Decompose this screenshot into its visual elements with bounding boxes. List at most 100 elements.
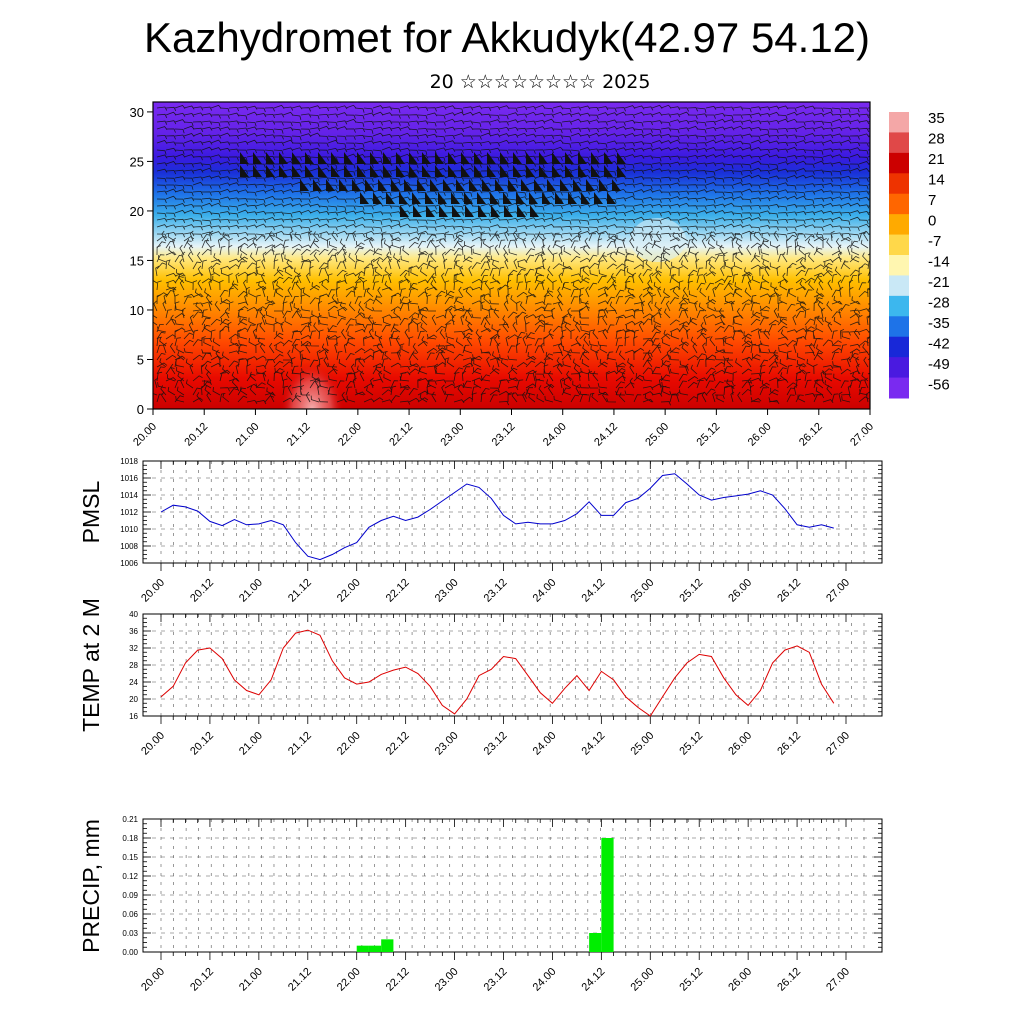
colorbar-label: -35 (928, 315, 950, 332)
y-tick-label: 30 (130, 105, 144, 120)
x-tick-label: 25.00 (628, 577, 656, 605)
y-tick-label: 10 (130, 303, 144, 318)
colorbar-swatch (889, 255, 909, 276)
y-tick-label: 1014 (120, 491, 138, 500)
x-tick-label: 20.00 (139, 966, 167, 994)
colorbar-label: 28 (928, 131, 945, 148)
temp-series-line (160, 629, 835, 717)
x-tick-label: 26.00 (726, 730, 754, 758)
y-tick-label: 1010 (120, 525, 138, 534)
x-tick-label: 24.00 (531, 966, 559, 994)
y-axis-label: PMSL (78, 480, 104, 543)
x-tick-label: 21.00 (237, 577, 265, 605)
x-tick-label: 23.12 (482, 577, 510, 605)
y-tick-label: 1006 (120, 559, 138, 568)
strong-wind-flags (240, 152, 626, 217)
x-tick-label: 26.12 (797, 421, 825, 449)
y-tick-label: 1012 (120, 508, 138, 517)
x-tick-label: 26.00 (726, 966, 754, 994)
x-tick-label: 26.12 (775, 730, 803, 758)
colorbar-swatch (889, 193, 909, 215)
x-tick-label: 20.12 (188, 966, 216, 994)
colorbar-swatch (889, 336, 909, 358)
y-tick-label: 16 (129, 712, 138, 721)
colorbar-swatch (889, 132, 909, 154)
y-tick-label: 0.09 (122, 891, 138, 900)
x-tick-label: 21.12 (286, 730, 314, 758)
x-tick-label: 25.00 (628, 966, 656, 994)
colorbar-swatch (889, 377, 909, 399)
x-tick-label: 27.00 (824, 730, 852, 758)
x-tick-label: 22.00 (335, 966, 363, 994)
x-tick-label: 20.00 (131, 421, 159, 449)
x-tick-label: 24.00 (531, 730, 559, 758)
colorbar-label: 14 (928, 172, 945, 189)
x-tick-label: 25.12 (677, 577, 705, 605)
x-tick-label: 20.12 (188, 577, 216, 605)
precip-panel: 0.00 0.03 0.06 0.09 0.12 0.15 0.18 0.21 20.00 20.… (78, 815, 883, 994)
wind-barbs (153, 104, 870, 406)
x-tick-label: 24.00 (541, 421, 569, 449)
y-tick-label: 0.21 (122, 815, 138, 824)
x-tick-label: 25.12 (677, 730, 705, 758)
precip-bar (589, 933, 602, 952)
y-tick-label: 36 (129, 627, 138, 636)
x-tick-label: 24.12 (592, 421, 620, 449)
x-tick-label: 22.00 (335, 730, 363, 758)
y-tick-label: 15 (130, 253, 144, 268)
pmsl-panel: 1006 1008 1010 1012 1014 1016 1018 20.00 20.12 21… (78, 457, 883, 605)
colorbar-label: -28 (928, 295, 950, 312)
colorbar-swatch (889, 214, 909, 236)
x-tick-label: 21.00 (234, 421, 262, 449)
x-tick-label: 27.00 (848, 421, 876, 449)
colorbar-label: -21 (928, 274, 950, 291)
y-tick-label: 0.12 (122, 872, 138, 881)
x-tick-label: 21.12 (286, 966, 314, 994)
x-tick-label: 22.12 (387, 421, 415, 449)
y-axis-label: PRECIP, mm (78, 819, 104, 953)
x-tick-label: 22.12 (384, 966, 412, 994)
x-tick-label: 20.00 (139, 730, 167, 758)
y-tick-label: 20 (130, 204, 144, 219)
precip-bar (381, 939, 394, 952)
colorbar-label: -42 (928, 336, 950, 353)
precip-bar (356, 945, 369, 952)
y-tick-label: 1016 (120, 474, 138, 483)
colorbar-swatch (889, 275, 909, 297)
colorbar-label: 7 (928, 192, 936, 209)
x-tick-label: 25.00 (628, 730, 656, 758)
colorbar-label: 21 (928, 151, 945, 168)
colorbar-label: 35 (928, 110, 945, 127)
y-tick-label: 0.06 (122, 910, 138, 919)
y-tick-label: 0.18 (122, 834, 138, 843)
x-tick-label: 23.12 (490, 421, 518, 449)
y-axis-label: TEMP at 2 M (78, 598, 104, 732)
colorbar-swatch (889, 152, 909, 174)
y-tick-label: 25 (130, 154, 144, 169)
colorbar-label: 0 (928, 213, 936, 230)
y-tick-label: 20 (129, 695, 138, 704)
cross-section-x-axis: 20.00 20.12 21.00 21.12 22.00 22.12 23.00 23.12… (131, 409, 876, 449)
x-tick-label: 26.12 (775, 577, 803, 605)
y-tick-label: 1018 (120, 457, 138, 466)
pmsl-series-line (160, 473, 834, 561)
colorbar-swatch (889, 112, 909, 133)
x-tick-label: 22.12 (384, 577, 412, 605)
colorbar-swatch (889, 173, 909, 195)
cross-section-y-axis: 0 5 10 15 20 25 30 (130, 105, 153, 417)
x-tick-label: 24.12 (580, 730, 608, 758)
colorbar-swatch (889, 357, 909, 379)
chart-title: Kazhydromet for Akkudyk(42.97 54.12) (143, 14, 871, 61)
y-tick-label: 32 (129, 644, 138, 653)
temp-panel: 16 20 24 28 32 36 40 20.00 20.12 21.00 21.12 22.00 2… (78, 598, 883, 758)
x-tick-label: 21.00 (237, 966, 265, 994)
colorbar: 35 28 21 14 7 0 -7 -14 -21 -28 -35 -42 -49 -56 (889, 110, 950, 399)
y-tick-label: 0 (137, 402, 144, 417)
x-tick-label: 23.12 (482, 966, 510, 994)
colorbar-label: -49 (928, 356, 950, 373)
x-tick-label: 20.12 (182, 421, 210, 449)
x-tick-label: 26.12 (775, 966, 803, 994)
x-tick-label: 22.00 (335, 577, 363, 605)
x-tick-label: 21.12 (286, 577, 314, 605)
x-tick-label: 25.12 (695, 421, 723, 449)
